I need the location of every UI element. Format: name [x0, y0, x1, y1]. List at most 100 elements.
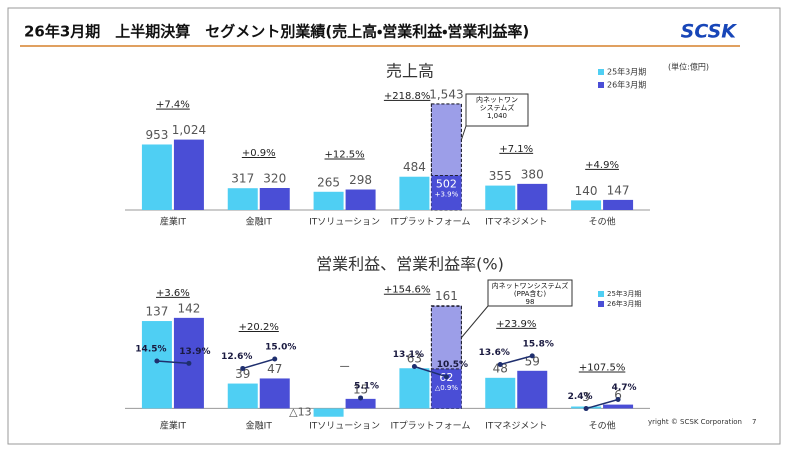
value-label: 1,543	[429, 87, 463, 101]
value-label: 484	[403, 160, 426, 174]
bar	[259, 188, 290, 210]
value-label: △13	[289, 405, 311, 418]
bar	[227, 383, 258, 409]
growth-label: +20.2%	[239, 322, 279, 333]
bar	[227, 188, 258, 210]
legend-swatch	[598, 82, 604, 88]
margin-point	[186, 360, 192, 366]
callout-value: 98	[526, 298, 535, 306]
chart-title: 営業利益、営業利益率(%)	[316, 255, 504, 274]
margin-label: 13.6%	[479, 348, 510, 358]
value-label: 147	[607, 183, 630, 197]
growth-label: +7.1%	[499, 144, 533, 155]
category-label: ITマネジメント	[485, 421, 547, 432]
value-label: 63	[407, 352, 422, 366]
value-label: 59	[525, 354, 540, 368]
value-label: 320	[263, 172, 286, 186]
margin-label: 13.9%	[179, 347, 210, 357]
margin-line	[414, 365, 447, 378]
margin-point	[240, 365, 246, 371]
value-label: 39	[235, 367, 250, 381]
value-label: 953	[145, 128, 168, 142]
legend-label: 25年3月期	[607, 67, 646, 77]
callout-box	[487, 279, 573, 307]
growth-label: +107.5%	[579, 363, 626, 374]
bar	[603, 404, 634, 409]
margin-label: 2.4%	[568, 392, 593, 402]
growth-label: +23.9%	[496, 319, 536, 330]
value-label: 3	[582, 390, 590, 404]
value-label: 140	[575, 184, 598, 198]
callout-text: システムズ	[480, 103, 515, 112]
value-label: 161	[435, 289, 458, 303]
legend-label: 26年3月期	[607, 80, 646, 90]
margin-line	[242, 358, 275, 370]
legend-swatch	[598, 301, 604, 307]
margin-line	[156, 360, 189, 365]
unit-label: (単位:億円)	[668, 62, 709, 72]
value-label: 317	[231, 172, 254, 186]
bar	[313, 408, 344, 417]
growth-label: +154.6%	[384, 285, 431, 296]
growth-label: —	[340, 361, 350, 372]
segment-growth: △0.9%	[435, 384, 459, 392]
callout-leader	[460, 125, 467, 140]
bar	[485, 185, 516, 210]
bar	[141, 321, 172, 409]
page-number: 7	[752, 418, 756, 426]
bar-segment	[431, 175, 462, 210]
value-label: 48	[493, 361, 508, 375]
margin-point	[583, 406, 589, 412]
margin-point	[529, 353, 535, 359]
bar	[173, 139, 204, 210]
value-label: 137	[145, 305, 168, 319]
value-label: 265	[317, 175, 340, 189]
legend-label: 25年3月期	[607, 289, 641, 298]
category-label: その他	[589, 216, 616, 228]
value-label: 298	[349, 173, 372, 187]
category-label: 金融IT	[246, 420, 273, 432]
chart-title: 売上高	[386, 62, 434, 81]
growth-label: +7.4%	[156, 100, 190, 111]
category-label: ITソリューション	[309, 218, 380, 228]
category-label: 産業IT	[160, 420, 187, 432]
callout-value: 1,040	[487, 112, 507, 120]
bar	[571, 200, 602, 210]
bar	[259, 378, 290, 409]
margin-point	[497, 362, 503, 368]
slide-border	[7, 7, 781, 445]
value-label: 355	[489, 169, 512, 183]
category-label: ITマネジメント	[485, 217, 547, 228]
bar	[603, 199, 634, 210]
value-label: 6	[614, 388, 622, 402]
bar	[345, 398, 376, 409]
margin-point	[272, 356, 278, 362]
copyright: yright © SCSK Corporation	[648, 418, 742, 426]
margin-point	[411, 363, 417, 369]
callout-text: 内ネットワンシステムズ	[492, 281, 569, 290]
margin-line	[585, 398, 619, 410]
legend-swatch	[598, 291, 604, 297]
margin-label: 5.1%	[354, 381, 379, 391]
margin-point	[615, 397, 621, 403]
margin-label: 14.5%	[135, 344, 166, 354]
growth-label: +12.5%	[325, 150, 365, 161]
category-label: その他	[589, 420, 616, 432]
growth-label: +0.9%	[242, 148, 276, 159]
slide-title: 26年3月期 上半期決算 セグメント別業績(売上高・営業利益・営業利益率)	[24, 23, 529, 41]
bar	[399, 176, 430, 210]
margin-label: 15.0%	[265, 343, 296, 353]
margin-line	[500, 355, 533, 366]
value-label: 380	[521, 167, 544, 181]
margin-label: 13.1%	[393, 350, 424, 360]
bar	[399, 368, 430, 409]
growth-label: +218.8%	[384, 91, 431, 102]
bar	[141, 144, 172, 210]
bar	[485, 377, 516, 409]
margin-label: 4.7%	[612, 383, 637, 393]
value-label: 142	[177, 301, 200, 315]
legend-swatch	[598, 69, 604, 75]
category-label: ITソリューション	[309, 422, 380, 432]
margin-point	[154, 358, 160, 364]
